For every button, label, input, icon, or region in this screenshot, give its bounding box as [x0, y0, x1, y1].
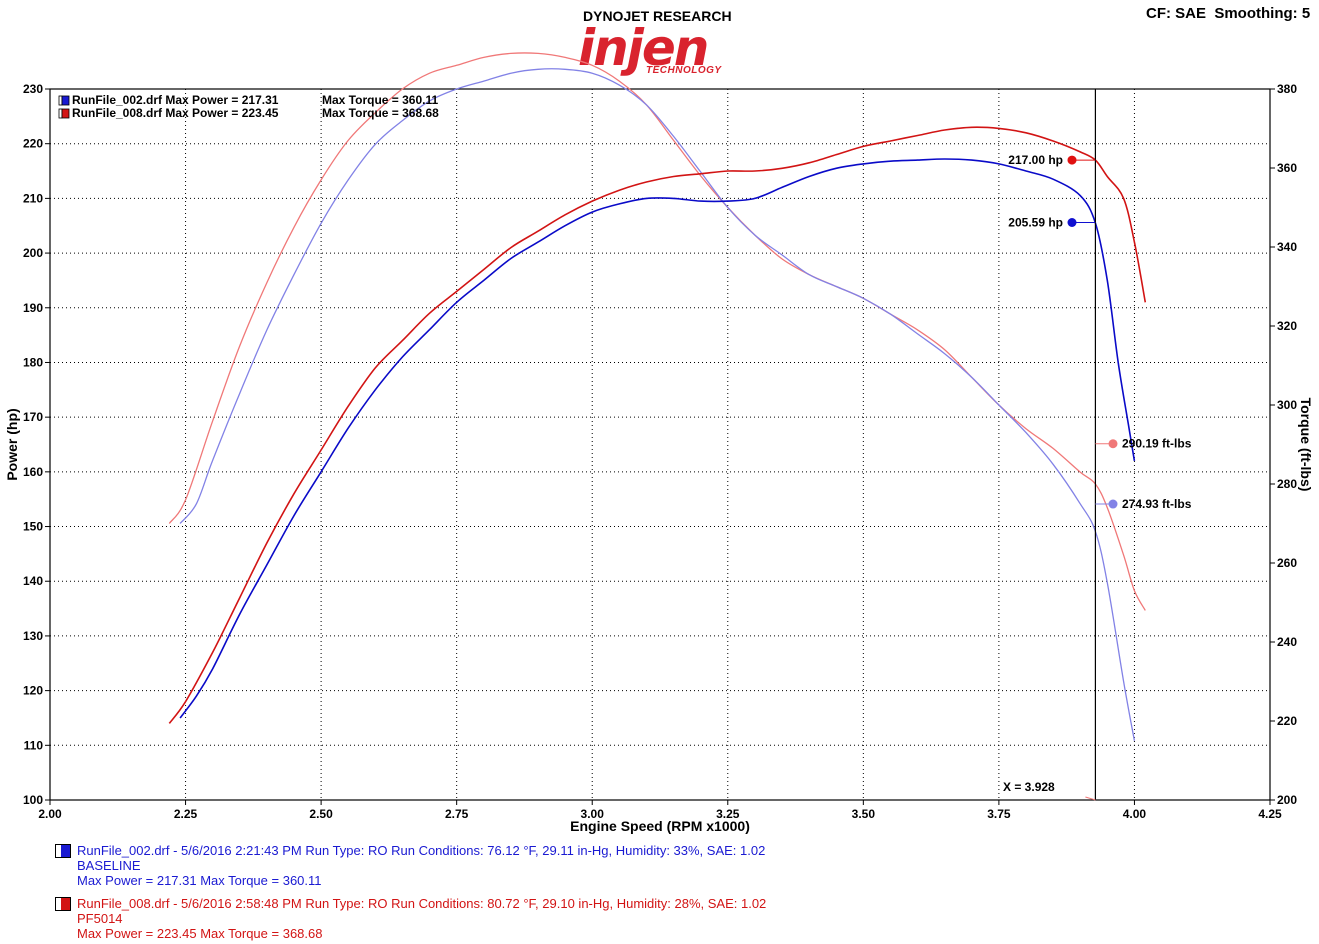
run-1-details: RunFile_008.drf - 5/6/2016 2:58:48 PM Ru… — [77, 896, 767, 911]
cursor-foot — [1085, 796, 1096, 801]
y-tick-label-7: 170 — [23, 410, 43, 424]
y-axis-title: Power (hp) — [4, 408, 20, 480]
series-run008_power — [168, 126, 1147, 724]
legend-torque-1: Max Torque = 368.68 — [322, 106, 439, 120]
y-tick-label-3: 130 — [23, 629, 43, 643]
y2-tick-label-6: 320 — [1277, 319, 1297, 333]
y2-tick-label-5: 300 — [1277, 398, 1297, 412]
cursor-value-dot-2 — [1108, 439, 1118, 449]
x-tick-label-5: 3.25 — [716, 807, 740, 821]
y2-tick-label-4: 280 — [1277, 477, 1297, 491]
run-1-swatch — [55, 897, 71, 911]
run-0-max: Max Power = 217.31 Max Torque = 360.11 — [77, 873, 322, 888]
y-tick-label-2: 120 — [23, 684, 43, 698]
legend-swatch-0 — [61, 95, 70, 106]
x-tick-label-8: 4.00 — [1123, 807, 1147, 821]
y-tick-label-11: 210 — [23, 191, 43, 205]
brand-title: DYNOJET RESEARCH — [583, 8, 732, 24]
injen-logo-sub: TECHNOLOGY — [646, 65, 722, 76]
plot-frame — [49, 88, 1271, 801]
y-tick-label-5: 150 — [23, 520, 43, 534]
cursor-value-dot-1 — [1067, 218, 1077, 228]
y-tick-label-0: 100 — [23, 793, 43, 807]
y2-axis-title: Torque (ft-lbs) — [1298, 398, 1314, 492]
cursor-value-label-0: 217.00 hp — [1008, 153, 1063, 167]
y2-tick-label-1: 220 — [1277, 714, 1297, 728]
settings-label: CF: SAE Smoothing: 5 — [1146, 5, 1311, 22]
legend-swatch-white-0 — [58, 95, 63, 106]
cursor-value-label-2: 290.19 ft-lbs — [1122, 437, 1192, 451]
legend-swatch-white-1 — [58, 108, 63, 119]
cursor-value-dot-3 — [1108, 499, 1118, 509]
y2-tick-label-3: 260 — [1277, 556, 1297, 570]
y-tick-label-10: 200 — [23, 246, 43, 260]
run-1-max: Max Power = 223.45 Max Torque = 368.68 — [77, 926, 323, 941]
cursor-value-dot-0 — [1067, 155, 1077, 165]
x-tick-label-1: 2.25 — [174, 807, 198, 821]
x-tick-label-4: 3.00 — [581, 807, 605, 821]
y-tick-label-12: 220 — [23, 137, 43, 151]
y2-tick-label-7: 340 — [1277, 240, 1297, 254]
x-tick-label-2: 2.50 — [309, 807, 333, 821]
series-run008_torque — [168, 52, 1146, 611]
injen-logo: injen — [578, 19, 709, 77]
footer-run-0: RunFile_002.drf - 5/6/2016 2:21:43 PM Ru… — [55, 843, 765, 888]
cursor-value-label-1: 205.59 hp — [1008, 216, 1063, 230]
y-tick-label-6: 160 — [23, 465, 43, 479]
y2-tick-label-0: 200 — [1277, 793, 1297, 807]
y-tick-label-8: 180 — [23, 355, 43, 369]
x-tick-label-9: 4.25 — [1258, 807, 1282, 821]
cursor-value-label-3: 274.93 ft-lbs — [1122, 497, 1192, 511]
legend-entry-1: RunFile_008.drf Max Power = 223.45 — [72, 106, 279, 120]
y2-tick-label-9: 380 — [1277, 82, 1297, 96]
y-tick-label-13: 230 — [23, 82, 43, 96]
x-axis-title: Engine Speed (RPM x1000) — [570, 818, 750, 834]
y2-tick-label-8: 360 — [1277, 161, 1297, 175]
x-tick-label-6: 3.50 — [852, 807, 876, 821]
run-0-details: RunFile_002.drf - 5/6/2016 2:21:43 PM Ru… — [77, 843, 766, 858]
run-0-swatch — [55, 844, 71, 858]
x-tick-label-0: 2.00 — [38, 807, 62, 821]
run-1-name: PF5014 — [77, 911, 123, 926]
y2-tick-label-2: 240 — [1277, 635, 1297, 649]
run-0-name: BASELINE — [77, 858, 141, 873]
legend-torque-0: Max Torque = 360.11 — [322, 93, 438, 107]
x-tick-label-3: 2.75 — [445, 807, 469, 821]
y-tick-label-4: 140 — [23, 574, 43, 588]
legend-entry-0: RunFile_002.drf Max Power = 217.31 — [72, 93, 279, 107]
cursor-label: X = 3.928 — [1003, 780, 1055, 794]
series-run002_torque — [179, 68, 1136, 741]
legend-swatch-1 — [61, 108, 70, 119]
footer-run-1: RunFile_008.drf - 5/6/2016 2:58:48 PM Ru… — [55, 896, 766, 941]
y-tick-label-1: 110 — [24, 738, 44, 752]
x-tick-label-7: 3.75 — [987, 807, 1011, 821]
series-run002_power — [179, 158, 1136, 719]
y-tick-label-9: 190 — [23, 301, 43, 315]
